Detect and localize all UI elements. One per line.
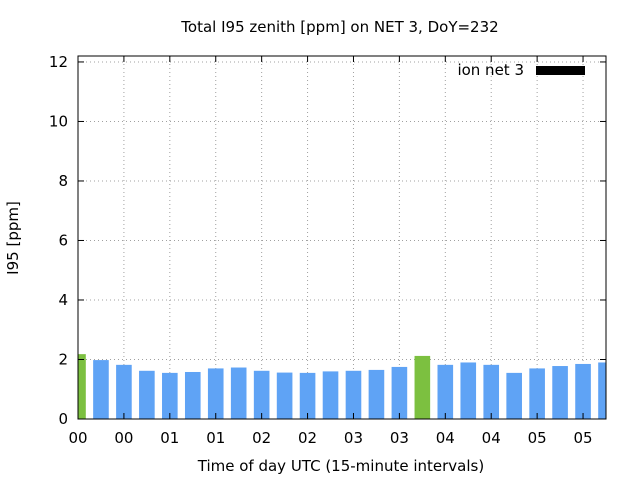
x-tick-label: 03 <box>390 429 409 447</box>
bar <box>230 367 247 419</box>
y-tick-label: 8 <box>58 172 68 190</box>
bar <box>575 363 591 419</box>
bar-highlight <box>414 355 431 419</box>
x-tick-label: 05 <box>573 429 592 447</box>
x-tick-label: 00 <box>114 429 133 447</box>
bar-highlight <box>78 354 86 419</box>
x-axis-label: Time of day UTC (15-minute intervals) <box>197 457 484 475</box>
bar <box>276 372 293 419</box>
grid <box>78 56 606 419</box>
bar <box>345 370 362 419</box>
chart-title: Total I95 zenith [ppm] on NET 3, DoY=232 <box>180 18 498 36</box>
bar <box>368 369 385 419</box>
bar <box>552 366 568 419</box>
bar <box>253 370 270 419</box>
legend: ion net 3 <box>457 61 585 79</box>
y-tick-label: 2 <box>58 350 68 368</box>
y-axis-label: I95 [ppm] <box>4 201 22 275</box>
bars <box>78 354 606 419</box>
bar <box>529 368 545 419</box>
x-tick-label: 04 <box>436 429 455 447</box>
x-tick-label: 02 <box>298 429 317 447</box>
bar <box>322 371 339 419</box>
bar <box>162 372 178 419</box>
bar <box>139 370 155 419</box>
bar <box>93 360 109 419</box>
legend-label: ion net 3 <box>457 61 524 79</box>
y-tick-label: 10 <box>49 112 68 130</box>
x-tick-label: 03 <box>344 429 363 447</box>
plot-frame <box>77 55 607 420</box>
y-tick-label: 12 <box>49 53 68 71</box>
bar <box>506 372 522 419</box>
x-tick-label: 00 <box>68 429 87 447</box>
y-tick-label: 4 <box>58 291 68 309</box>
legend-swatch <box>536 66 585 75</box>
bar <box>598 362 606 419</box>
bar <box>460 362 477 419</box>
y-tick-label: 6 <box>58 231 68 249</box>
x-tick-label: 01 <box>206 429 225 447</box>
bar <box>116 364 132 419</box>
bar <box>437 364 454 419</box>
bar <box>299 372 316 419</box>
x-tick-label: 01 <box>160 429 179 447</box>
bar <box>184 371 201 419</box>
bar <box>483 364 500 419</box>
x-tick-label: 02 <box>252 429 271 447</box>
x-tick-label: 05 <box>528 429 547 447</box>
y-tick-label: 0 <box>58 410 68 428</box>
bar <box>207 368 224 419</box>
bar <box>391 366 408 419</box>
x-tick-label: 04 <box>482 429 501 447</box>
